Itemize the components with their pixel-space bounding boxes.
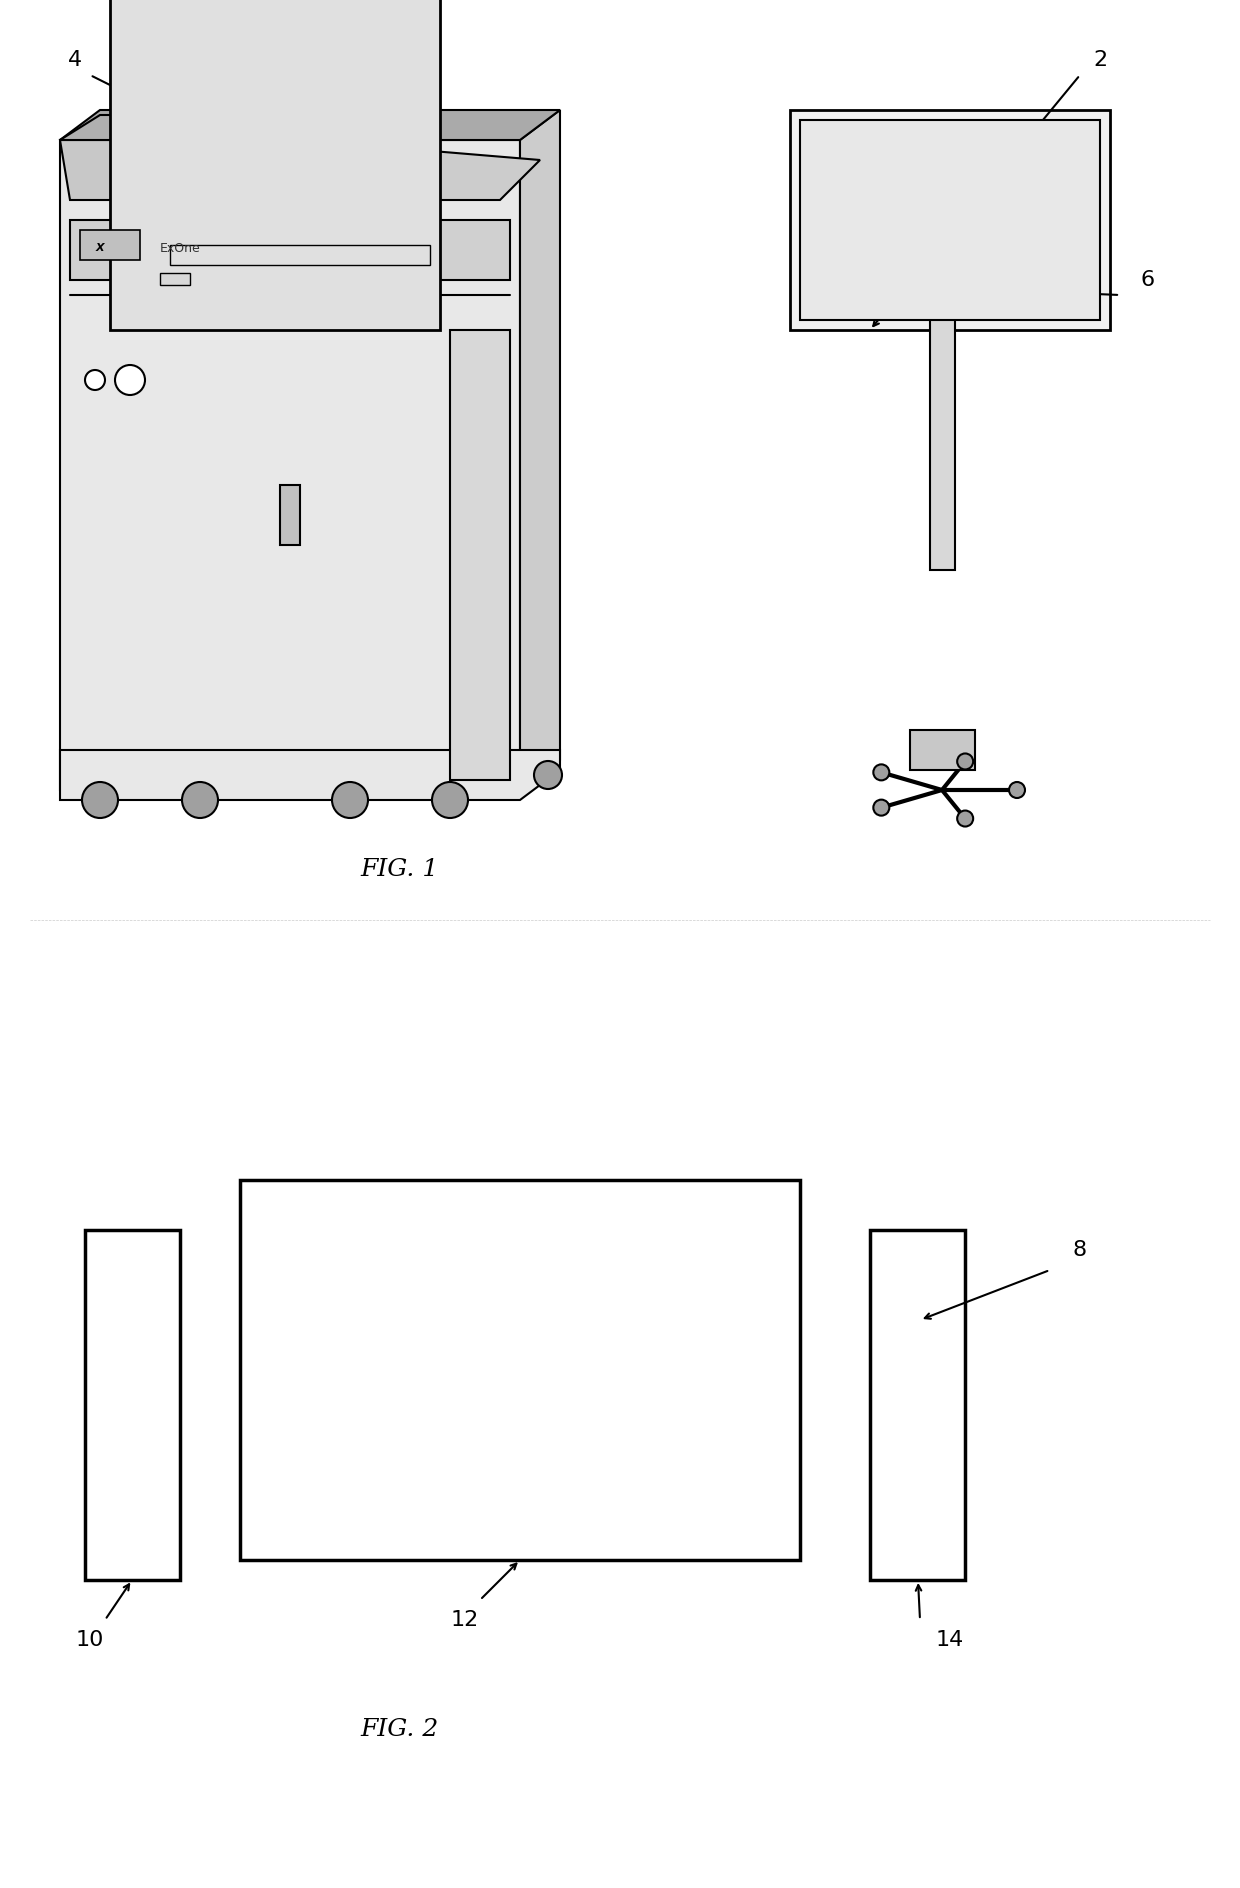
Polygon shape	[280, 140, 539, 200]
Bar	[450, 330, 510, 780]
Polygon shape	[520, 110, 560, 789]
Bar	[86, 1229, 180, 1580]
Bar	[800, 121, 1100, 319]
Bar	[69, 221, 510, 279]
Polygon shape	[60, 115, 320, 140]
Text: 12: 12	[451, 1610, 479, 1629]
Text: 4: 4	[68, 49, 82, 70]
Text: FIG. 2: FIG. 2	[361, 1718, 439, 1741]
Polygon shape	[60, 140, 300, 200]
Text: FIG. 1: FIG. 1	[361, 859, 439, 882]
Circle shape	[534, 761, 562, 789]
Circle shape	[873, 765, 889, 780]
Circle shape	[332, 782, 368, 818]
Bar	[110, 0, 440, 330]
Circle shape	[957, 810, 973, 827]
Circle shape	[1009, 782, 1025, 799]
Text: X: X	[95, 244, 104, 253]
Bar	[160, 274, 190, 285]
Polygon shape	[60, 750, 560, 801]
Bar	[81, 230, 140, 261]
Circle shape	[86, 370, 105, 391]
Text: 14: 14	[936, 1629, 965, 1650]
Text: 8: 8	[1073, 1240, 1087, 1259]
Bar	[930, 221, 955, 570]
Circle shape	[957, 753, 973, 770]
Circle shape	[182, 782, 218, 818]
Bar	[60, 140, 520, 789]
Bar	[280, 485, 300, 546]
Bar	[790, 110, 1110, 330]
Circle shape	[82, 782, 118, 818]
Text: 10: 10	[76, 1629, 104, 1650]
Circle shape	[432, 782, 467, 818]
Circle shape	[873, 801, 889, 816]
Text: 2: 2	[1092, 49, 1107, 70]
Bar	[910, 731, 975, 770]
Text: 6: 6	[1140, 270, 1154, 291]
Bar	[241, 1180, 800, 1559]
Bar	[870, 1229, 965, 1580]
Bar	[170, 245, 430, 264]
Text: ExOne: ExOne	[160, 242, 201, 255]
Polygon shape	[60, 110, 560, 140]
Circle shape	[115, 364, 145, 395]
